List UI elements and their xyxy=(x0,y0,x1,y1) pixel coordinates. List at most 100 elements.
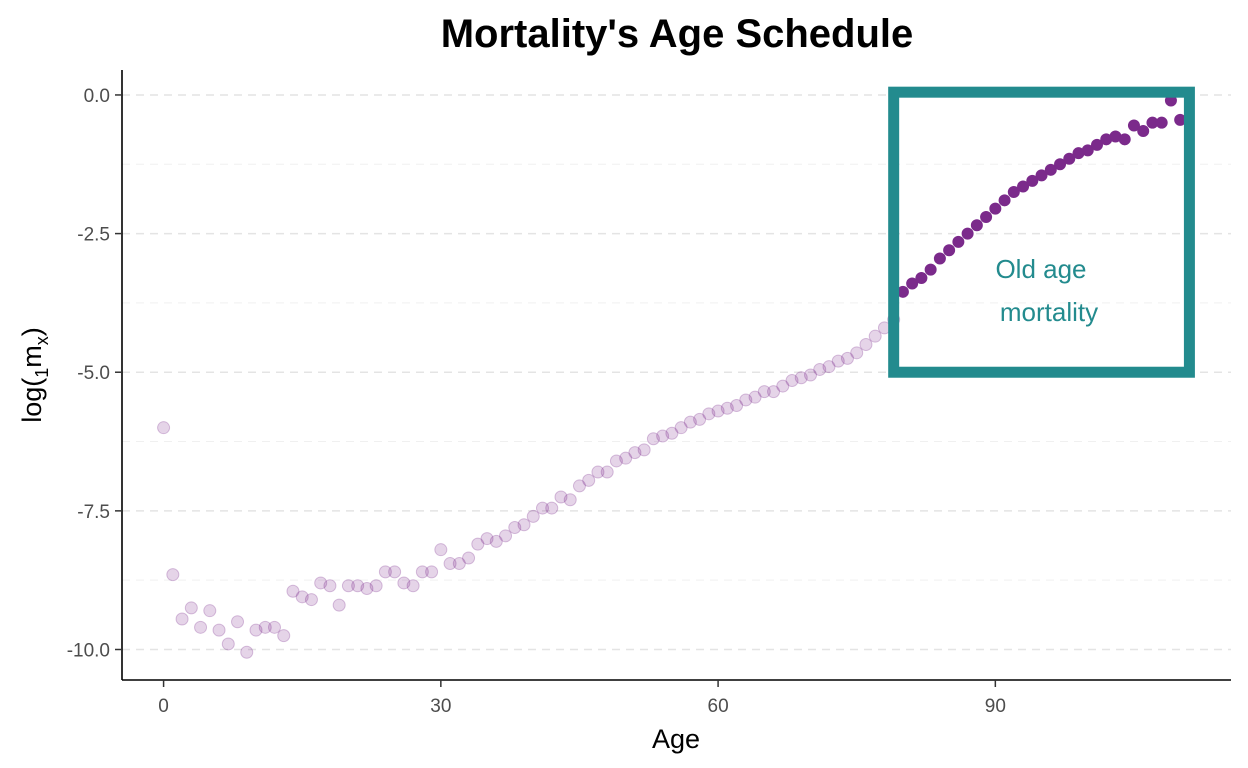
data-point xyxy=(517,518,531,532)
data-point xyxy=(831,354,845,368)
data-point-highlighted xyxy=(1081,144,1094,157)
y-tick-label: -7.5 xyxy=(77,502,110,523)
data-point xyxy=(443,557,457,571)
data-point xyxy=(767,385,781,399)
data-point xyxy=(619,451,633,465)
data-point xyxy=(231,615,245,629)
gridlines xyxy=(122,94,1231,651)
data-point xyxy=(609,454,623,468)
data-point xyxy=(212,623,226,637)
data-point xyxy=(175,612,189,626)
data-point-highlighted xyxy=(1118,133,1131,146)
y-axis-ticks: 0.0 -2.5 -5.0 -7.5 -10.0 xyxy=(67,86,122,662)
data-point-highlighted xyxy=(915,271,928,284)
data-point-highlighted xyxy=(1007,186,1020,198)
data-point xyxy=(554,490,568,504)
data-point xyxy=(452,557,466,571)
data-point xyxy=(776,379,790,393)
data-point-highlighted xyxy=(1127,119,1140,132)
data-point xyxy=(489,534,503,548)
data-point xyxy=(508,521,522,534)
chart-title: Mortality's Age Schedule xyxy=(441,12,914,56)
x-tick-label: 30 xyxy=(430,696,451,717)
data-point xyxy=(378,565,392,579)
data-point-highlighted xyxy=(980,210,993,223)
data-point xyxy=(794,371,808,385)
annotation-line-1: Old age xyxy=(995,254,1086,284)
data-point xyxy=(221,637,235,651)
data-point xyxy=(545,501,559,515)
x-axis-title: Age xyxy=(652,724,700,754)
data-point xyxy=(406,579,420,593)
data-point-highlighted xyxy=(943,244,956,257)
y-tick-label: -5.0 xyxy=(77,363,110,384)
data-point-highlighted xyxy=(1090,138,1103,151)
old-age-highlight-box xyxy=(888,86,1195,378)
data-point xyxy=(240,645,254,659)
data-point xyxy=(572,479,586,493)
data-point xyxy=(702,407,716,421)
data-point xyxy=(471,537,485,551)
data-point-highlighted xyxy=(1137,125,1150,137)
data-point xyxy=(600,465,614,479)
x-tick-label: 90 xyxy=(985,696,1006,717)
data-point xyxy=(157,421,171,435)
data-point xyxy=(388,565,402,579)
data-point xyxy=(332,598,346,612)
data-point xyxy=(582,473,596,487)
data-point xyxy=(323,579,337,593)
data-point-highlighted xyxy=(970,219,983,232)
data-point xyxy=(711,404,725,418)
data-point xyxy=(785,374,799,388)
data-point xyxy=(804,368,818,382)
data-point-highlighted xyxy=(998,194,1011,207)
data-point-highlighted xyxy=(961,227,974,240)
y-tick-label: -10.0 xyxy=(67,641,110,662)
data-point xyxy=(415,565,429,579)
data-point xyxy=(739,393,753,407)
data-point xyxy=(646,432,660,446)
data-point xyxy=(203,604,217,618)
data-point xyxy=(757,385,771,399)
data-point xyxy=(656,429,670,443)
annotation-line-2: mortality xyxy=(1000,297,1098,327)
data-point xyxy=(563,493,577,507)
data-point xyxy=(822,360,836,374)
x-axis-ticks: 0 30 60 90 xyxy=(158,680,1006,717)
data-point xyxy=(277,629,291,643)
y-axis-title: log(1mx) xyxy=(17,327,52,423)
data-point-highlighted xyxy=(1035,169,1048,182)
data-point xyxy=(267,620,281,634)
data-point xyxy=(249,623,263,637)
data-point xyxy=(286,584,300,598)
data-point-highlighted xyxy=(1026,174,1039,187)
data-point xyxy=(526,509,540,523)
data-point xyxy=(258,620,272,634)
x-tick-label: 60 xyxy=(708,696,729,717)
data-point xyxy=(591,465,605,479)
data-point xyxy=(304,593,318,607)
data-point-highlighted xyxy=(1044,163,1057,176)
data-point-highlighted xyxy=(989,202,1002,215)
data-point xyxy=(813,362,827,376)
data-point xyxy=(369,579,383,593)
data-point xyxy=(535,501,549,515)
data-point-highlighted xyxy=(1063,152,1076,165)
data-point xyxy=(434,543,448,557)
data-point xyxy=(637,443,651,457)
data-point-highlighted xyxy=(952,235,965,248)
data-point xyxy=(314,576,328,590)
data-point xyxy=(693,412,707,426)
data-point xyxy=(341,579,355,593)
x-tick-label: 0 xyxy=(158,696,169,717)
y-tick-label: 0.0 xyxy=(84,86,110,107)
highlight-region: Old age mortality xyxy=(888,86,1195,378)
data-point xyxy=(295,590,309,604)
data-point-highlighted xyxy=(933,252,946,265)
data-point xyxy=(730,399,744,412)
data-point xyxy=(166,568,180,582)
data-point xyxy=(840,351,854,365)
data-point xyxy=(499,529,513,543)
data-point xyxy=(351,579,365,593)
